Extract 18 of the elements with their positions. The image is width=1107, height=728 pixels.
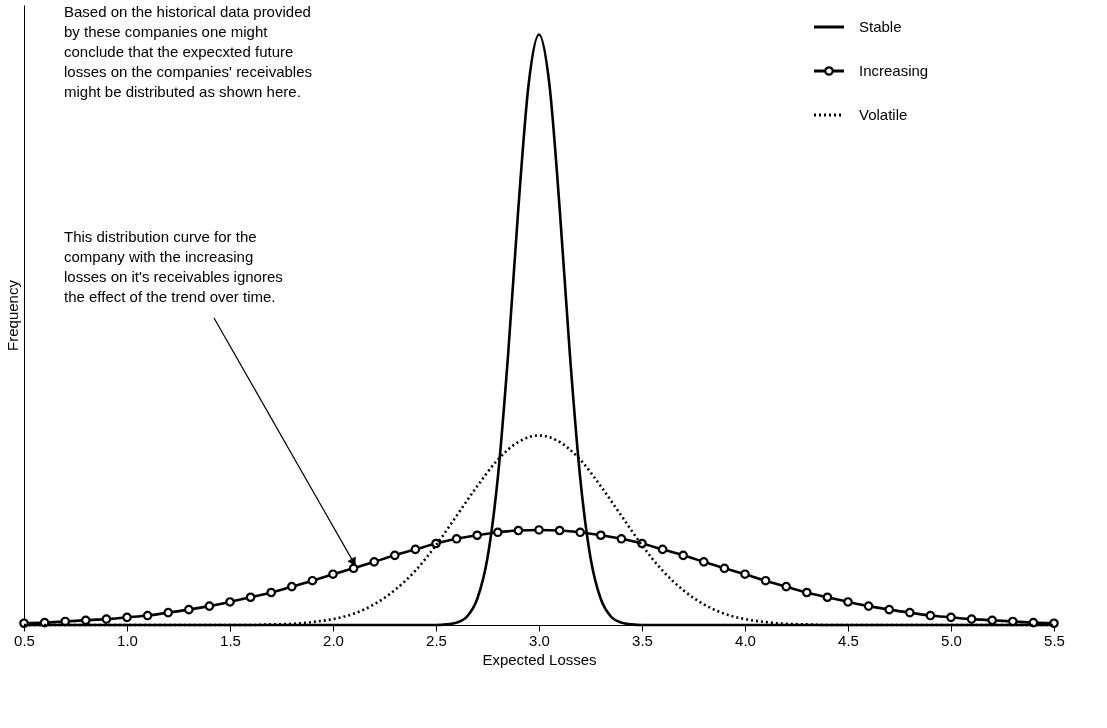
x-tick-label: 2.5 [426,631,447,649]
x-tick-label: 1.0 [117,631,138,649]
x-tick-label: 4.5 [838,631,859,649]
x-tick-label: 3.0 [529,631,550,649]
x-tick-label: 5.0 [941,631,962,649]
x-axis-title: Expected Losses [482,650,597,668]
x-tick-label: 5.5 [1044,631,1065,649]
x-tick-label: 3.5 [632,631,653,649]
legend-label: Stable [859,18,902,35]
x-tick-label: 0.5 [14,631,35,649]
legend-label: Volatile [859,106,908,123]
legend-label: Increasing [859,62,929,79]
y-axis-title: Frequency [3,279,21,351]
x-tick-label: 1.5 [220,631,241,649]
annotation: Based on the historical data provided by these companies one might conclude that the expecxted future losses on the companies' receivables might be distributed as shown here. [64,3,312,100]
x-tick-label: 2.0 [323,631,344,649]
annotation: This distribution curve for the company with the increasing losses on it's receivables ignores the effect of the trend over time. [64,228,283,305]
x-tick-label: 4.0 [735,631,756,649]
